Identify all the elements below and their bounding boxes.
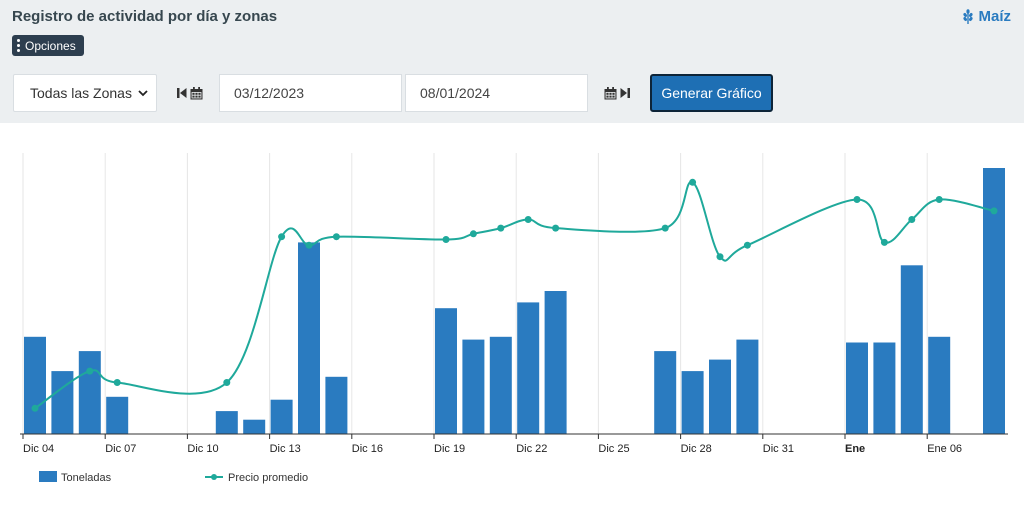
options-label: Opciones [25, 38, 76, 53]
bar[interactable] [298, 242, 320, 434]
bar[interactable] [928, 336, 951, 434]
bar[interactable] [435, 308, 457, 434]
line-point[interactable] [743, 241, 751, 249]
legend-label-precio-promedio: Precio promedio [228, 472, 308, 484]
line-point[interactable] [442, 236, 450, 243]
zone-select[interactable]: Todas las Zonas [13, 74, 157, 112]
chevron-down-icon [138, 89, 148, 96]
line-point[interactable] [935, 196, 943, 203]
line-point[interactable] [524, 216, 532, 223]
line-point[interactable] [278, 233, 286, 241]
skip-end-icon [620, 88, 630, 98]
x-axis-ticks: Dic 04 Dic 07 Dic 10 Dic 13 Dic 16 Dic 19 Dic … [22, 434, 962, 455]
skip-start-icon [177, 88, 187, 98]
bar[interactable] [654, 351, 677, 434]
bar[interactable] [215, 411, 238, 434]
x-tick-label: Ene 06 [927, 443, 962, 455]
x-tick-label: Dic 07 [105, 443, 136, 455]
end-date-input[interactable]: 08/01/2024 [405, 74, 588, 112]
zone-select-value: Todas las Zonas [30, 85, 132, 101]
crop-link[interactable]: Maíz [962, 8, 1011, 25]
options-button[interactable]: Opciones [12, 35, 84, 56]
bar[interactable] [983, 168, 1005, 434]
crop-label: Maíz [978, 8, 1011, 25]
line-point[interactable] [332, 233, 340, 241]
start-date-input[interactable]: 03/12/2023 [219, 74, 402, 112]
x-tick-label: Dic 10 [187, 443, 218, 455]
bar[interactable] [736, 339, 759, 434]
bar[interactable] [51, 371, 74, 434]
bar[interactable] [106, 396, 129, 434]
bar[interactable] [270, 399, 293, 434]
line-point[interactable] [469, 230, 477, 238]
more-vertical-icon [17, 39, 20, 52]
wheat-icon [963, 8, 974, 24]
legend-swatch-toneladas [39, 471, 57, 482]
toolbar-panel: Registro de actividad por día y zonas Ma… [0, 0, 1024, 123]
line-point[interactable] [853, 196, 861, 203]
line-point[interactable] [31, 404, 39, 412]
activity-chart: Dic 04 Dic 07 Dic 10 Dic 13 Dic 16 Dic 19 Dic … [20, 153, 1008, 484]
bar[interactable] [243, 419, 266, 434]
x-tick-label: Dic 04 [23, 443, 54, 455]
chart-legend: Toneladas Precio promedio [39, 471, 308, 484]
calendar-icon [604, 86, 617, 99]
generate-chart-button[interactable]: Generar Gráfico [650, 74, 773, 112]
x-tick-label: Dic 25 [598, 443, 629, 455]
bar[interactable] [900, 265, 923, 434]
legend-marker-precio-promedio [211, 474, 217, 480]
bar[interactable] [544, 291, 567, 434]
bar[interactable] [709, 359, 731, 434]
bar[interactable] [681, 371, 704, 434]
x-tick-label: Dic 28 [681, 443, 712, 455]
bar[interactable] [78, 351, 101, 434]
x-tick-label: Dic 13 [270, 443, 301, 455]
bar-series-toneladas [24, 168, 1005, 434]
page-title: Registro de actividad por día y zonas [12, 8, 278, 25]
line-point[interactable] [552, 224, 560, 232]
x-tick-label: Ene [845, 443, 865, 455]
next-range-button[interactable] [590, 74, 644, 112]
line-point[interactable] [661, 224, 669, 232]
line-points [31, 178, 998, 412]
chart-gridlines [22, 153, 928, 439]
legend-label-toneladas: Toneladas [61, 472, 112, 484]
line-point[interactable] [497, 224, 505, 232]
bar[interactable] [846, 342, 868, 435]
bar[interactable] [325, 376, 348, 434]
bar[interactable] [873, 342, 896, 435]
x-tick-label: Dic 19 [434, 443, 465, 455]
line-point[interactable] [223, 379, 231, 386]
bar[interactable] [517, 302, 540, 434]
line-point[interactable] [908, 216, 916, 223]
line-point[interactable] [990, 207, 998, 215]
bar[interactable] [462, 339, 485, 434]
x-tick-label: Dic 31 [763, 443, 794, 455]
previous-range-button[interactable] [163, 74, 217, 112]
line-point[interactable] [880, 238, 888, 246]
line-point[interactable] [86, 367, 94, 375]
line-point[interactable] [305, 241, 313, 249]
line-point[interactable] [113, 379, 121, 386]
x-tick-label: Dic 22 [516, 443, 547, 455]
line-point[interactable] [689, 178, 697, 186]
bar[interactable] [489, 336, 512, 434]
x-tick-label: Dic 16 [352, 443, 383, 455]
line-point[interactable] [716, 253, 724, 261]
calendar-icon [190, 86, 203, 99]
bar[interactable] [24, 336, 46, 434]
